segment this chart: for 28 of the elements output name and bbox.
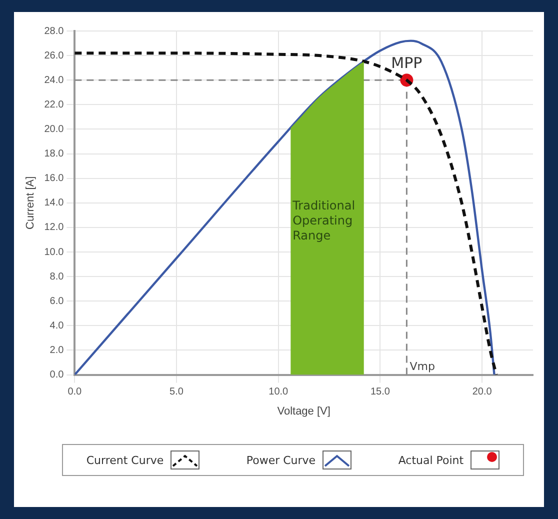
y-axis-title: Current [A] xyxy=(24,176,37,230)
y-tick-label: 16.0 xyxy=(44,173,64,184)
legend-label: Current Curve xyxy=(86,454,164,466)
annotation: MPP xyxy=(391,54,422,72)
x-tick-label: 5.0 xyxy=(170,386,184,398)
y-tick-label: 18.0 xyxy=(44,148,64,160)
legend-label: Actual Point xyxy=(398,454,464,466)
y-tick-label: 22.0 xyxy=(44,99,64,110)
y-tick-label: 0.0 xyxy=(50,370,64,381)
y-tick-label: 28.0 xyxy=(44,26,64,37)
x-tick-label: 15.0 xyxy=(370,386,390,398)
x-tick-label: 10.0 xyxy=(268,386,289,398)
annotation: Traditional Operating Range xyxy=(292,198,356,243)
y-tick-label: 14.0 xyxy=(44,198,64,209)
y-tick-label: 10.0 xyxy=(44,246,64,258)
y-tick-label: 8.0 xyxy=(50,271,64,282)
ref-line-label: Vmp xyxy=(410,360,435,374)
y-tick-label: 12.0 xyxy=(44,222,64,234)
x-axis-title: Voltage [V] xyxy=(277,405,330,418)
y-tick-label: 4.0 xyxy=(50,320,64,332)
y-tick-label: 6.0 xyxy=(50,296,64,307)
y-tick-label: 26.0 xyxy=(44,50,64,62)
x-tick-label: 0.0 xyxy=(68,386,82,398)
y-tick-label: 20.0 xyxy=(44,124,64,135)
y-tick-label: 2.0 xyxy=(50,344,64,356)
x-tick-label: 20.0 xyxy=(472,386,492,398)
y-tick-label: 24.0 xyxy=(44,74,64,86)
legend-label: Power Curve xyxy=(246,454,316,466)
